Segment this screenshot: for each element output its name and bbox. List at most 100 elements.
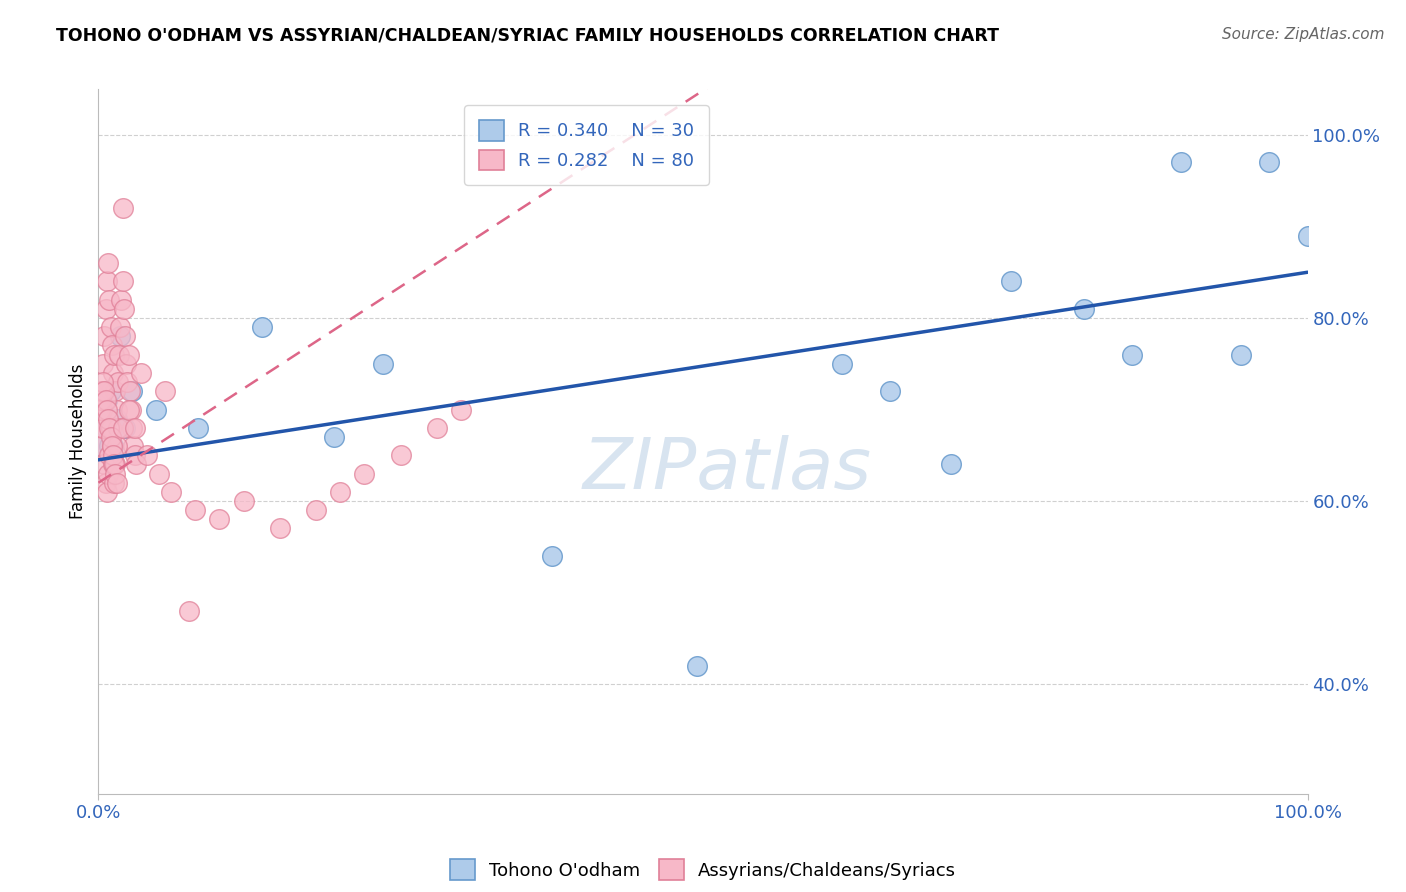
Point xyxy=(100,338,122,352)
Point xyxy=(100,439,122,453)
Point xyxy=(90,393,112,408)
Point xyxy=(94,393,117,408)
Point xyxy=(831,357,853,371)
Point xyxy=(101,458,124,472)
Point xyxy=(112,301,135,316)
Point xyxy=(879,384,901,399)
Point xyxy=(117,375,139,389)
Point xyxy=(91,375,114,389)
Point xyxy=(1073,301,1095,316)
Point xyxy=(103,458,125,472)
Point xyxy=(105,439,128,453)
Point xyxy=(101,448,124,462)
Point xyxy=(1296,228,1319,243)
Point xyxy=(122,439,145,453)
Text: ZIPatlas: ZIPatlas xyxy=(582,435,872,504)
Point xyxy=(98,293,121,307)
Point xyxy=(111,201,134,215)
Point xyxy=(184,503,207,517)
Point xyxy=(108,348,131,362)
Point xyxy=(118,402,141,417)
Point xyxy=(111,421,134,435)
Point xyxy=(124,448,146,462)
Point xyxy=(1000,274,1022,288)
Point xyxy=(103,475,125,490)
Point xyxy=(104,384,127,399)
Point xyxy=(91,421,114,435)
Point xyxy=(94,475,117,490)
Point xyxy=(103,348,125,362)
Point xyxy=(124,421,146,435)
Point xyxy=(105,411,128,425)
Point xyxy=(232,494,254,508)
Y-axis label: Family Households: Family Households xyxy=(69,364,87,519)
Point xyxy=(104,458,127,472)
Point xyxy=(108,320,131,334)
Point xyxy=(97,411,120,425)
Point xyxy=(100,320,122,334)
Point xyxy=(107,375,129,389)
Point xyxy=(94,301,117,316)
Point xyxy=(145,402,167,417)
Point xyxy=(91,384,114,399)
Point xyxy=(125,458,148,472)
Point xyxy=(120,402,142,417)
Point xyxy=(121,421,143,435)
Point xyxy=(93,384,115,399)
Point xyxy=(91,402,114,417)
Point xyxy=(100,439,122,453)
Point xyxy=(1230,348,1253,362)
Point xyxy=(329,484,352,499)
Point xyxy=(105,402,128,417)
Point xyxy=(91,384,114,399)
Point xyxy=(121,384,143,399)
Point xyxy=(93,458,115,472)
Point xyxy=(96,393,118,408)
Text: TOHONO O'ODHAM VS ASSYRIAN/CHALDEAN/SYRIAC FAMILY HOUSEHOLDS CORRELATION CHART: TOHONO O'ODHAM VS ASSYRIAN/CHALDEAN/SYRI… xyxy=(56,27,1000,45)
Point xyxy=(98,421,121,435)
Point xyxy=(90,421,112,435)
Point xyxy=(371,357,394,371)
Point xyxy=(90,439,112,453)
Point xyxy=(1170,155,1192,169)
Point xyxy=(450,402,472,417)
Point xyxy=(96,402,118,417)
Point xyxy=(111,274,134,288)
Point xyxy=(97,467,120,481)
Point xyxy=(353,467,375,481)
Point xyxy=(107,421,129,435)
Point xyxy=(153,384,176,399)
Point xyxy=(1257,155,1279,169)
Point xyxy=(100,430,122,444)
Point xyxy=(101,439,124,453)
Point xyxy=(118,348,141,362)
Point xyxy=(93,384,115,399)
Point xyxy=(91,357,114,371)
Point xyxy=(104,467,127,481)
Point xyxy=(94,421,117,435)
Point xyxy=(101,366,124,380)
Point xyxy=(100,421,122,435)
Point xyxy=(97,411,120,425)
Point xyxy=(105,475,128,490)
Point xyxy=(686,658,709,673)
Point xyxy=(100,384,122,399)
Point xyxy=(1121,348,1143,362)
Point xyxy=(98,439,121,453)
Point xyxy=(129,366,152,380)
Point xyxy=(160,484,183,499)
Point xyxy=(187,421,209,435)
Point xyxy=(91,402,114,417)
Point xyxy=(305,503,328,517)
Point xyxy=(540,549,562,563)
Point xyxy=(269,521,291,535)
Point xyxy=(118,384,141,399)
Point xyxy=(114,421,136,435)
Text: Source: ZipAtlas.com: Source: ZipAtlas.com xyxy=(1222,27,1385,42)
Point xyxy=(96,274,118,288)
Point xyxy=(93,329,115,343)
Point xyxy=(114,329,136,343)
Point xyxy=(179,604,201,618)
Point xyxy=(97,256,120,270)
Point xyxy=(939,458,962,472)
